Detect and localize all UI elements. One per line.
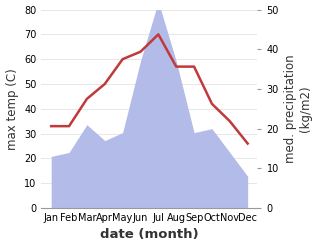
Y-axis label: max temp (C): max temp (C) bbox=[5, 68, 18, 150]
Y-axis label: med. precipitation
(kg/m2): med. precipitation (kg/m2) bbox=[284, 55, 313, 163]
X-axis label: date (month): date (month) bbox=[100, 228, 199, 242]
